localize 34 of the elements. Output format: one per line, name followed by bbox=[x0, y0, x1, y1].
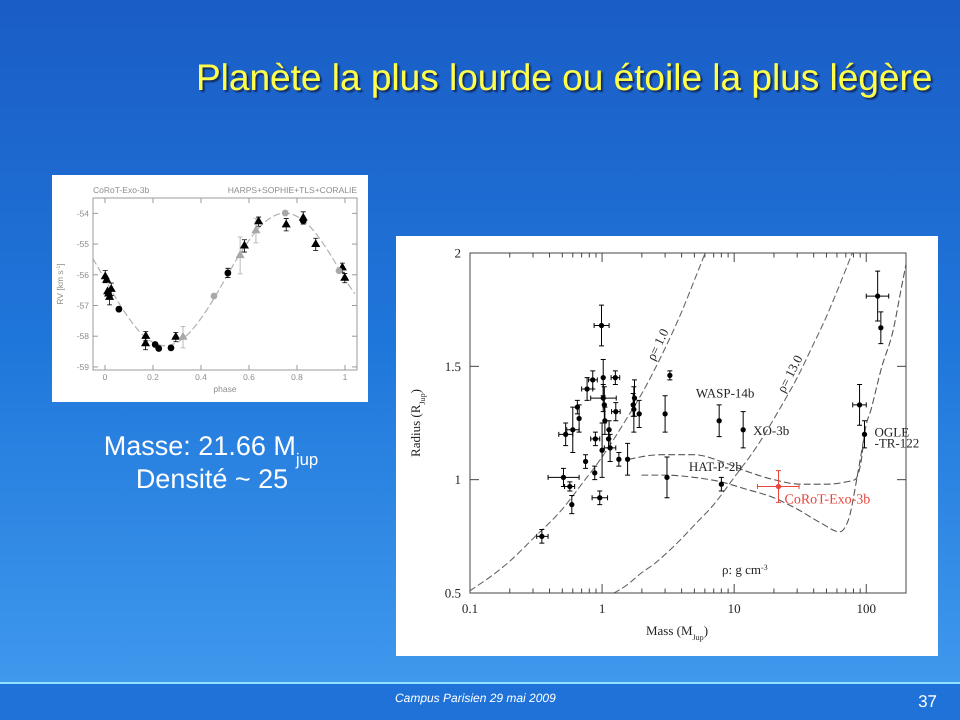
x-tick-label: 0 bbox=[102, 372, 108, 382]
text: HARPS+SOPHIE+TLS+CORALIE bbox=[228, 185, 358, 195]
text: ρ= 1.0 bbox=[642, 326, 672, 363]
y-tick-label: -54 bbox=[76, 208, 90, 218]
y-tick-label: -58 bbox=[76, 331, 90, 342]
annotation: ρ: g cm$^{-3}$ bbox=[722, 562, 768, 577]
x-tick-label: 1 bbox=[598, 601, 606, 616]
annotation: HAT-P-2b bbox=[688, 459, 742, 474]
x-tick-label: 1 bbox=[342, 372, 348, 382]
x-tick-label: 0.1 bbox=[462, 601, 478, 616]
y-tick-label: 0.5 bbox=[444, 586, 461, 600]
y-tick-label: -56 bbox=[76, 270, 90, 280]
y-tick-label: 2 bbox=[454, 246, 461, 260]
y-tick-label: 1.5 bbox=[444, 358, 461, 374]
x-tick-label: 100 bbox=[856, 601, 876, 616]
x-tick-label: 0.2 bbox=[147, 372, 160, 382]
annotation: WASP-14b bbox=[696, 386, 754, 401]
text: ρ= 13.0 bbox=[773, 352, 806, 395]
y-tick-label: 1 bbox=[454, 472, 461, 488]
x-tick-label: 0.4 bbox=[195, 372, 208, 382]
x-tick-label: 10 bbox=[728, 601, 741, 616]
y-tick-label: -59 bbox=[76, 362, 90, 372]
annotation: XO-3b bbox=[753, 422, 790, 438]
x-tick-label: 0.6 bbox=[243, 372, 256, 382]
text: Campus Parisien 29 mai 2009 bbox=[395, 691, 556, 705]
text: 37 bbox=[918, 692, 937, 711]
y-tick-label: -55 bbox=[76, 239, 90, 250]
x-axis-title: Mass (M$_{Jup}$) bbox=[646, 623, 708, 642]
x-axis-title: phase bbox=[213, 384, 237, 394]
y-tick-label: -57 bbox=[76, 300, 90, 310]
x-tick-label: 0.8 bbox=[291, 372, 304, 382]
text: Planète la plus lourde ou étoile la plus légère bbox=[196, 57, 932, 98]
series-label: CoRoT-Exo-3b bbox=[784, 492, 870, 508]
text: CoRoT-Exo-3b bbox=[93, 185, 150, 195]
